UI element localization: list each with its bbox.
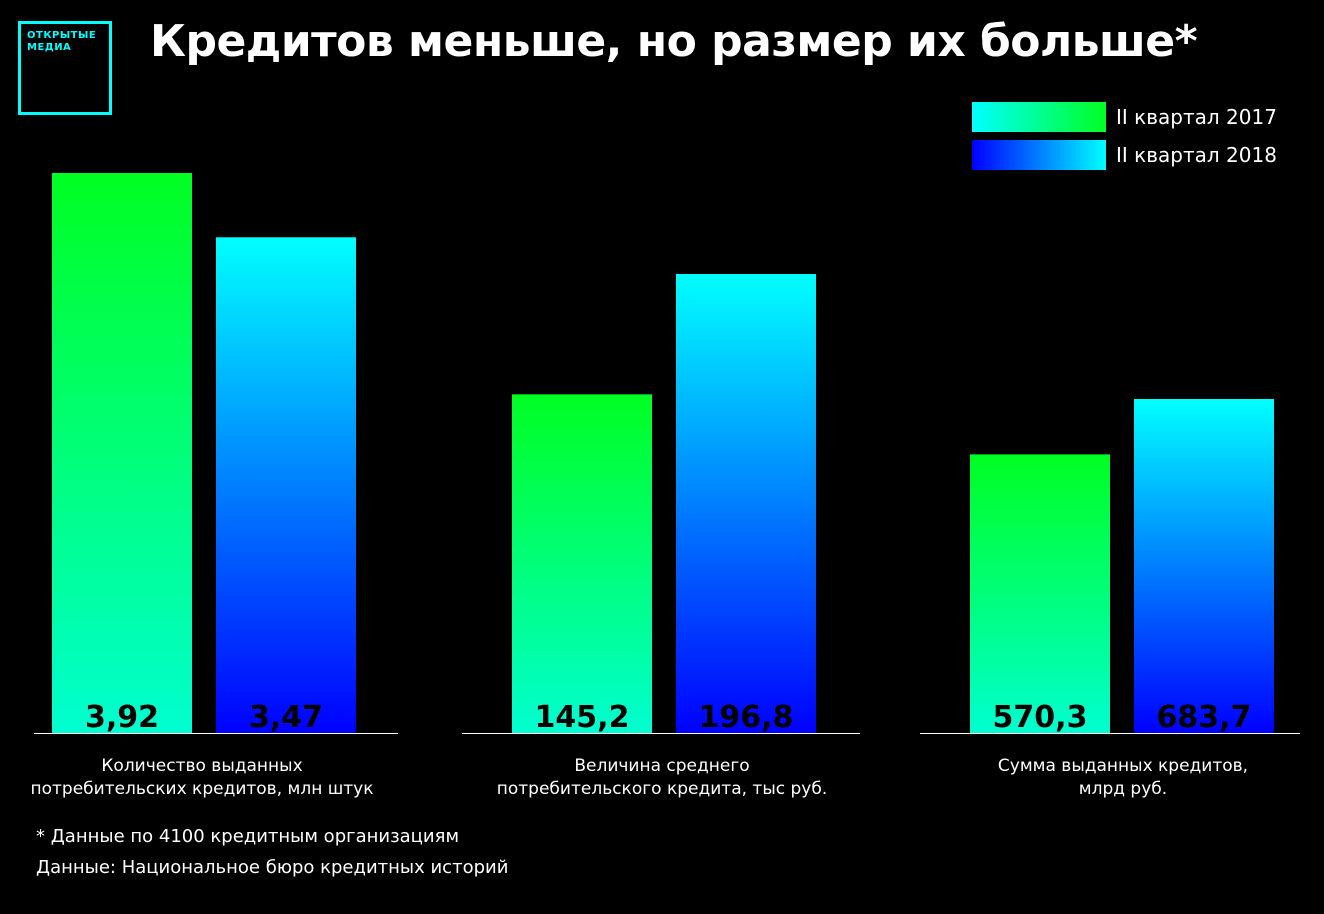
value-label-group-1-series-1: 3,92 [85,700,159,735]
category-label-group-1-line-1: Количество выданных [101,756,302,776]
legend-swatch-2018 [972,140,1106,170]
value-label-group-3-series-2: 683,7 [1157,700,1252,735]
logo-text-line2: МЕДИА [27,42,72,53]
chart-title: Кредитов меньше, но размер их больше* [150,16,1198,67]
category-label-group-3-line-2: млрд руб. [1079,779,1167,799]
value-label-group-2-series-2: 196,8 [699,700,794,735]
footnote-source: Данные: Национальное бюро кредитных исто… [36,857,509,878]
legend-label-2017: II квартал 2017 [1116,105,1277,129]
bar-group-1-series-1 [52,173,192,733]
bar-group-2-series-1 [512,394,652,733]
category-label-group-2-line-1: Величина среднего [574,756,749,776]
category-label-group-3-line-1: Сумма выданных кредитов, [998,756,1248,776]
legend-label-2018: II квартал 2018 [1116,143,1277,167]
value-label-group-2-series-1: 145,2 [535,700,630,735]
bar-group-1-series-2 [216,237,356,734]
value-label-group-3-series-1: 570,3 [993,700,1088,735]
footnote-asterisk: * Данные по 4100 кредитным организациям [36,826,460,847]
bar-group-3-series-1 [970,454,1110,733]
bar-group-2-series-2 [676,274,816,733]
bar-group-3-series-2 [1134,399,1274,733]
category-label-group-2-line-2: потребительского кредита, тыс руб. [497,779,827,799]
category-label-group-1-line-2: потребительских кредитов, млн штук [30,779,373,799]
logo: ОТКРЫТЫЕ МЕДИА [18,21,112,115]
legend-swatch-2017 [972,102,1106,132]
logo-text-line1: ОТКРЫТЫЕ [27,30,97,41]
value-label-group-1-series-2: 3,47 [249,700,323,735]
